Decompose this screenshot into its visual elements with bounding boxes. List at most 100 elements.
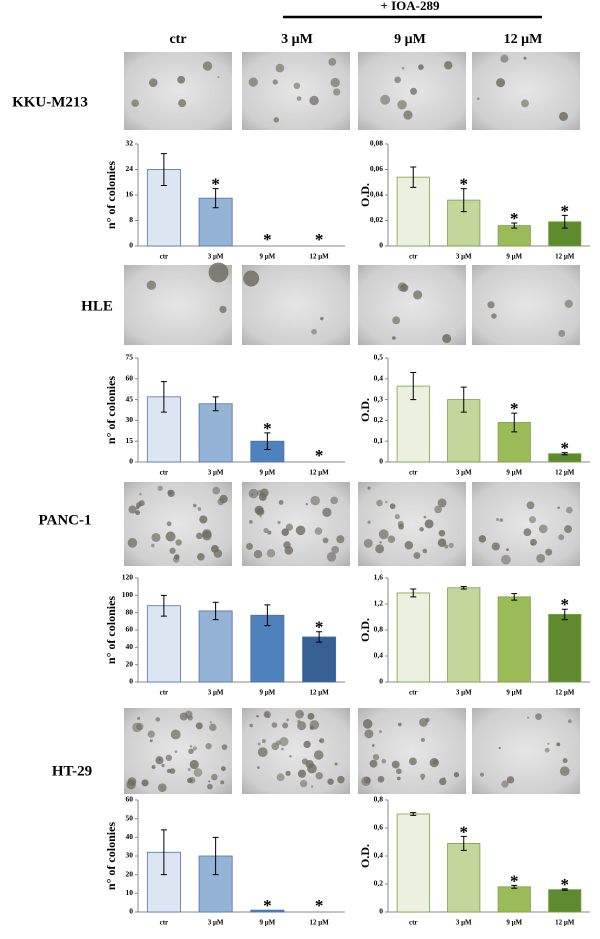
error-bar	[410, 588, 417, 598]
x-tick-label: 3 μM	[208, 919, 224, 927]
colony	[141, 779, 149, 787]
x-tick-label: 12 μM	[555, 919, 575, 927]
colony	[434, 505, 442, 514]
colony	[396, 776, 401, 781]
x-tick-label: 3 μM	[456, 469, 472, 477]
bar	[146, 605, 181, 683]
y-tick-label: 24	[126, 164, 134, 173]
error-bar	[160, 594, 167, 617]
y-tick-label: 16	[126, 190, 134, 199]
colony	[319, 738, 325, 744]
colony	[527, 716, 530, 719]
x-tick-label: 9 μM	[506, 689, 522, 697]
bar	[497, 225, 531, 247]
colony	[526, 501, 535, 510]
colony	[333, 88, 341, 96]
significance-mark: *	[315, 230, 324, 249]
significance-mark: *	[510, 399, 519, 418]
colony	[187, 767, 191, 771]
colony	[558, 329, 566, 337]
colony	[195, 722, 203, 730]
colony	[170, 729, 181, 740]
colony	[166, 521, 172, 527]
y-tick-label: 0,3	[374, 394, 384, 403]
colony	[146, 280, 157, 290]
y-tick-label: 40	[126, 642, 134, 651]
error-bar	[410, 166, 417, 188]
colony	[192, 746, 197, 751]
colony	[189, 744, 193, 748]
error-bar	[460, 835, 467, 851]
colony	[273, 117, 280, 123]
colony	[284, 546, 294, 555]
colony	[309, 95, 319, 106]
colony	[263, 710, 271, 719]
colony	[300, 713, 303, 716]
colony	[208, 780, 211, 783]
x-tick-label: 12 μM	[309, 469, 329, 477]
colony	[391, 760, 400, 769]
colony	[444, 544, 449, 549]
colony	[375, 544, 385, 554]
y-tick-label: 30	[126, 415, 134, 424]
colony	[536, 553, 546, 563]
colony	[285, 770, 291, 776]
colony	[379, 730, 382, 734]
colony	[420, 737, 425, 742]
colony	[498, 746, 501, 750]
colony	[408, 757, 417, 766]
y-tick-label: 0,4	[374, 374, 384, 383]
y-tick-label: 0	[379, 677, 383, 686]
column-label: ctr	[169, 32, 186, 47]
error-bar	[410, 372, 417, 401]
error-bar	[212, 188, 219, 209]
colony	[380, 94, 391, 105]
colony	[372, 754, 380, 761]
colony	[564, 525, 573, 534]
colony	[521, 99, 529, 108]
colony	[437, 538, 447, 548]
colony	[149, 739, 153, 743]
colony	[307, 763, 317, 774]
colony	[396, 768, 402, 775]
significance-mark: *	[460, 175, 469, 194]
colony	[404, 541, 414, 550]
colony	[315, 772, 323, 780]
significance-mark: *	[315, 618, 324, 637]
colony	[496, 78, 506, 88]
colony	[271, 722, 278, 728]
colony	[189, 759, 199, 770]
x-tick-label: ctr	[409, 919, 418, 927]
colony	[279, 737, 289, 747]
y-tick-label: 80	[126, 607, 134, 616]
x-tick-label: ctr	[409, 469, 418, 477]
colony	[501, 554, 511, 565]
colony	[432, 759, 439, 765]
y-axis-title: n° of colonies	[104, 161, 118, 229]
colony	[491, 313, 497, 319]
significance-mark: *	[315, 446, 324, 465]
colony	[174, 750, 178, 754]
error-bar	[561, 608, 568, 621]
colony	[377, 775, 385, 783]
colony	[257, 766, 260, 769]
colony	[220, 780, 225, 785]
y-tick-label: 60	[126, 625, 134, 634]
y-tick-label: 50	[126, 813, 134, 822]
colony	[289, 755, 292, 758]
x-tick-label: ctr	[160, 689, 169, 697]
significance-mark: *	[561, 439, 570, 458]
error-bar	[264, 432, 271, 451]
y-tick-label: 0	[379, 457, 383, 466]
y-tick-label: 0,1	[374, 436, 384, 445]
colony	[422, 548, 428, 554]
x-tick-label: 12 μM	[555, 689, 575, 697]
colony	[397, 282, 407, 292]
bar	[447, 843, 481, 913]
colony	[208, 262, 229, 283]
colony	[193, 768, 203, 777]
x-tick-label: 3 μM	[208, 469, 224, 477]
colony	[272, 79, 278, 85]
colony	[197, 507, 202, 511]
x-tick-label: ctr	[160, 919, 169, 927]
